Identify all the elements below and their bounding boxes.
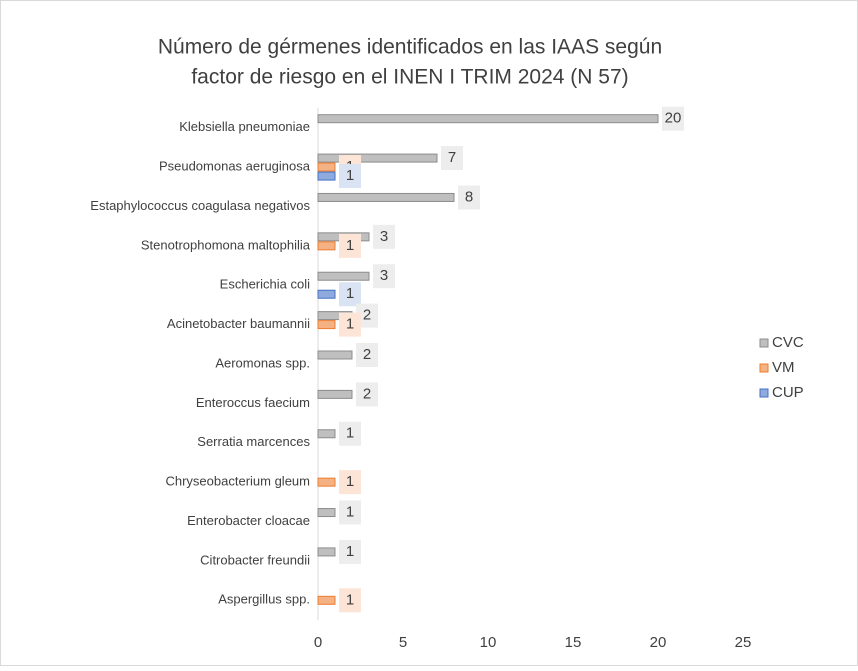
bar	[317, 547, 336, 557]
data-label-bg	[339, 421, 361, 446]
data-label-bg	[356, 382, 378, 407]
legend-label: VM	[772, 359, 795, 376]
bar	[317, 429, 336, 439]
data-label: 7	[448, 149, 456, 166]
data-label-bg	[458, 185, 480, 210]
data-label-bg	[339, 282, 361, 307]
bar	[317, 241, 336, 251]
data-label: 1	[346, 425, 354, 442]
data-label: 20	[665, 110, 682, 127]
data-label: 1	[346, 167, 354, 184]
bar	[317, 271, 370, 281]
x-tick-label: 5	[399, 634, 407, 651]
bar	[317, 162, 336, 172]
data-label-bg	[441, 146, 463, 171]
data-label: 3	[380, 267, 388, 284]
data-label: 3	[380, 228, 388, 245]
data-label-bg	[339, 470, 361, 495]
data-label-bg	[373, 224, 395, 249]
data-label: 1	[346, 543, 354, 560]
y-tick-label: Stenotrophomona maltophilia	[141, 237, 311, 252]
data-label: 2	[363, 346, 371, 363]
legend-label: CVC	[772, 334, 804, 351]
bar	[317, 595, 336, 605]
y-tick-label: Acinetobacter baumannii	[167, 316, 310, 331]
bar	[317, 320, 336, 330]
legend-swatch	[759, 363, 769, 373]
bar	[317, 114, 659, 124]
y-tick-label: Serratia marcences	[197, 434, 310, 449]
x-tick-label: 20	[650, 634, 667, 651]
data-label: 2	[363, 307, 371, 324]
data-label: 2	[363, 385, 371, 402]
data-label-bg	[373, 264, 395, 289]
data-label-bg	[339, 233, 361, 258]
y-tick-label: Aeromonas spp.	[215, 355, 310, 370]
legend-label: CUP	[772, 384, 804, 401]
y-tick-label: Klebsiella pneumoniae	[179, 119, 310, 134]
bar	[317, 153, 438, 163]
data-label-bg	[356, 303, 378, 328]
y-tick-label: Pseudomonas aeruginosa	[159, 159, 311, 174]
y-tick-label: Enterobacter cloacae	[187, 513, 310, 528]
bar	[317, 289, 336, 299]
bar	[317, 192, 455, 202]
data-label-bg	[662, 106, 684, 131]
data-label: 1	[346, 237, 354, 254]
legend-swatch	[759, 388, 769, 398]
data-label-bg	[339, 588, 361, 613]
x-tick-label: 10	[480, 634, 497, 651]
data-label-bg	[339, 500, 361, 525]
legend-swatch	[759, 338, 769, 348]
x-tick-label: 25	[735, 634, 752, 651]
y-tick-label: Estaphylococcus coagulasa negativos	[90, 198, 310, 213]
chart-title: factor de riesgo en el INEN I TRIM 2024 …	[191, 66, 628, 89]
data-label-bg	[356, 343, 378, 367]
data-label-bg	[339, 164, 361, 189]
data-label: 1	[346, 316, 354, 333]
data-label-bg	[339, 312, 361, 337]
data-label: 8	[465, 188, 473, 205]
y-tick-label: Chryseobacterium gleum	[165, 474, 310, 489]
bar	[317, 350, 353, 360]
bar	[317, 477, 336, 487]
y-tick-label: Citrobacter freundii	[200, 552, 310, 567]
y-tick-label: Enteroccus faecium	[196, 395, 310, 410]
data-label: 1	[346, 285, 354, 302]
data-label: 1	[346, 591, 354, 608]
data-label-bg	[339, 539, 361, 564]
bar	[317, 508, 336, 518]
bar	[317, 389, 353, 399]
y-tick-label: Escherichia coli	[220, 277, 310, 292]
data-label: 1	[346, 473, 354, 490]
bar	[317, 171, 336, 181]
y-tick-label: Aspergillus spp.	[218, 592, 310, 607]
data-label: 1	[346, 504, 354, 521]
x-tick-label: 15	[565, 634, 582, 651]
x-tick-label: 0	[314, 634, 322, 651]
chart-title: Número de gérmenes identificados en las …	[158, 36, 662, 59]
